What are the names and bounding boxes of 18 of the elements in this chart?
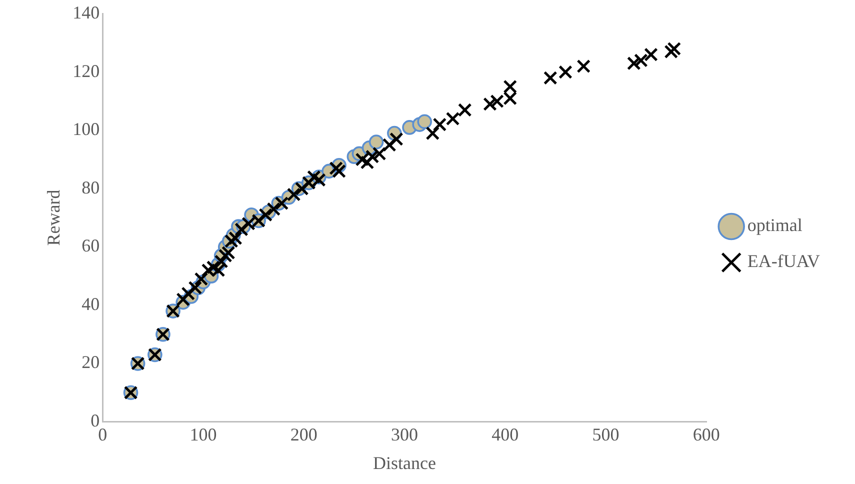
x-tick-label: 400 [492,424,519,444]
y-tick-label: 40 [82,294,100,314]
y-tick-label: 20 [82,352,100,372]
x-tick-label: 500 [592,424,620,444]
legend-label: EA-fUAV [747,251,820,272]
x-tick-label: 300 [390,424,418,444]
y-tick-label: 100 [72,119,100,140]
y-axis-title: Reward [44,190,64,246]
y-tick-label: 80 [82,177,100,198]
x-axis-title: Distance [372,452,436,473]
y-tick-label: 120 [72,60,100,81]
x-tick-label: 600 [692,424,720,444]
legend-label: optimal [747,215,802,236]
x-tick-label: 100 [190,424,217,444]
x-tick-label: 200 [290,424,318,444]
y-tick-label: 0 [90,410,100,431]
y-tick-label: 140 [72,2,100,23]
y-tick-label: 60 [82,236,100,256]
